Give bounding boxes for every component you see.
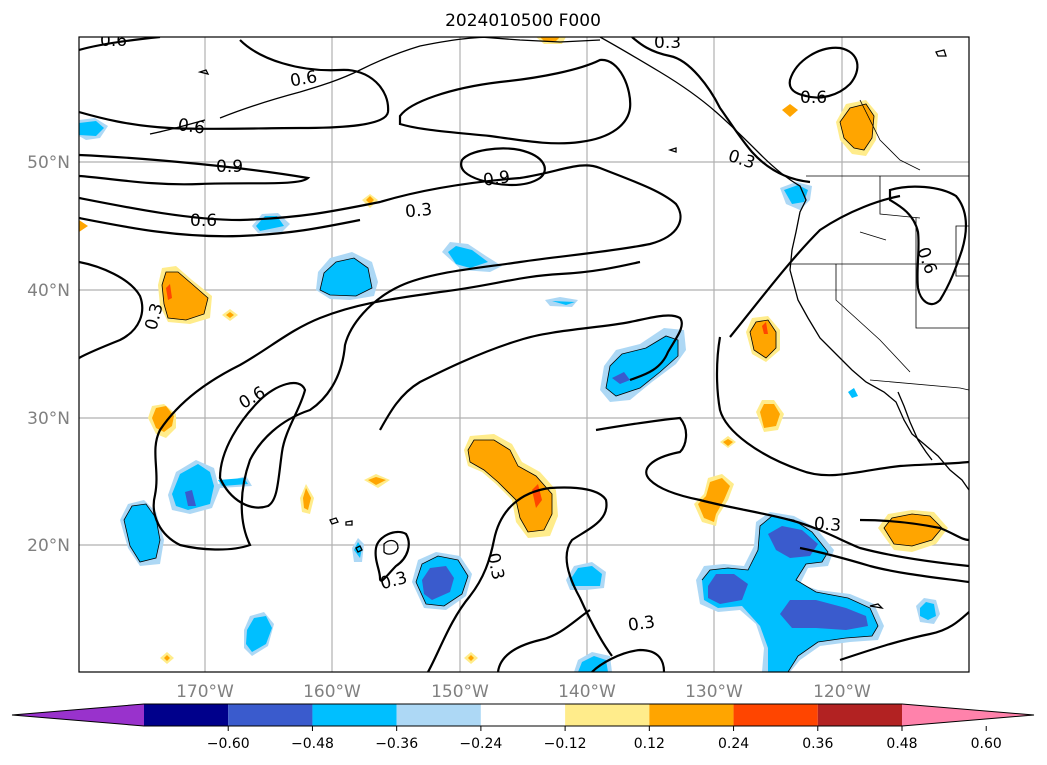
contour-label: 0.9 xyxy=(482,167,512,191)
longitude-tick-label: 170°W xyxy=(176,682,234,702)
colorbar-outline xyxy=(11,703,1035,727)
political-borders xyxy=(790,99,969,391)
latitude-tick-label: 20°N xyxy=(27,536,70,556)
colorbar-bin xyxy=(396,704,481,726)
colorbar-bin xyxy=(649,704,734,726)
colorbar-tick-label: −0.60 xyxy=(207,736,250,752)
colorbar-bin xyxy=(817,704,902,726)
longitude-tick-label: 140°W xyxy=(558,682,616,702)
colorbar-bin xyxy=(144,704,229,726)
colorbar-extend-low xyxy=(12,704,144,726)
map-background xyxy=(79,37,969,672)
anomaly-outlines xyxy=(123,103,943,672)
colorbar-bin xyxy=(312,704,397,726)
colorbar-tick-label: 0.12 xyxy=(634,736,665,752)
colorbar-tick-label: 0.36 xyxy=(802,736,833,752)
colorbar-extend-high xyxy=(902,704,1034,726)
colorbar-tick-label: 0.24 xyxy=(718,736,749,752)
colorbar-tick-label: −0.24 xyxy=(459,736,502,752)
longitude-tick-label: 160°W xyxy=(303,682,361,702)
contour-label: 0.6 xyxy=(190,211,217,231)
colorbar-tick-label: −0.36 xyxy=(375,736,418,752)
contour-label: 0.6 xyxy=(100,31,127,51)
longitude-tick-label: 120°W xyxy=(813,682,871,702)
latitude-tick-label: 40°N xyxy=(27,281,70,301)
contour-label: 0.3 xyxy=(627,612,657,636)
colorbar-bin xyxy=(565,704,650,726)
contour-label: 0.6 xyxy=(289,67,319,91)
coastlines xyxy=(149,37,969,609)
colorbar-bin xyxy=(480,704,566,726)
longitude-tick-label: 130°W xyxy=(685,682,743,702)
contour-label: 0.3 xyxy=(404,200,433,222)
map-frame xyxy=(78,36,970,673)
colorbar-bin xyxy=(733,704,818,726)
colorbar-tick-label: 0.48 xyxy=(886,736,917,752)
latitude-tick-labels: 50°N 40°N 30°N 20°N xyxy=(27,153,70,556)
contour-lines xyxy=(79,37,969,672)
colorbar-bin xyxy=(228,704,313,726)
contour-label: 0.9 xyxy=(216,157,243,177)
map-title: 2024010500 F000 xyxy=(445,11,601,31)
contour-label: 0.6 xyxy=(800,88,827,108)
contour-labels: 0.6 0.6 0.6 0.9 0.6 0.9 0.3 0.3 0.6 0.3 … xyxy=(100,31,940,636)
colorbar: −0.60 −0.48 −0.36 −0.24 −0.12 0.12 0.24 0.36 0.4… xyxy=(11,703,1035,752)
contour-label: 0.6 xyxy=(177,115,207,139)
colorbar-tick-label: 0.60 xyxy=(971,736,1002,752)
latitude-tick-label: 30°N xyxy=(27,409,70,429)
contour-label: 0.3 xyxy=(813,514,842,536)
colorbar-tick-label: −0.12 xyxy=(544,736,587,752)
longitude-tick-labels: 170°W 160°W 150°W 140°W 130°W 120°W xyxy=(176,682,871,702)
neg-area-31n-121w xyxy=(848,388,858,398)
longitude-tick-label: 150°W xyxy=(431,682,489,702)
latitude-tick-label: 50°N xyxy=(27,153,70,173)
map-content: 0.6 0.6 0.6 0.9 0.6 0.9 0.3 0.3 0.6 0.3 … xyxy=(79,31,969,672)
negative-anomaly-shading xyxy=(79,118,940,672)
contour-label: 0.3 xyxy=(654,33,681,53)
colorbar-tick-label: −0.48 xyxy=(291,736,334,752)
